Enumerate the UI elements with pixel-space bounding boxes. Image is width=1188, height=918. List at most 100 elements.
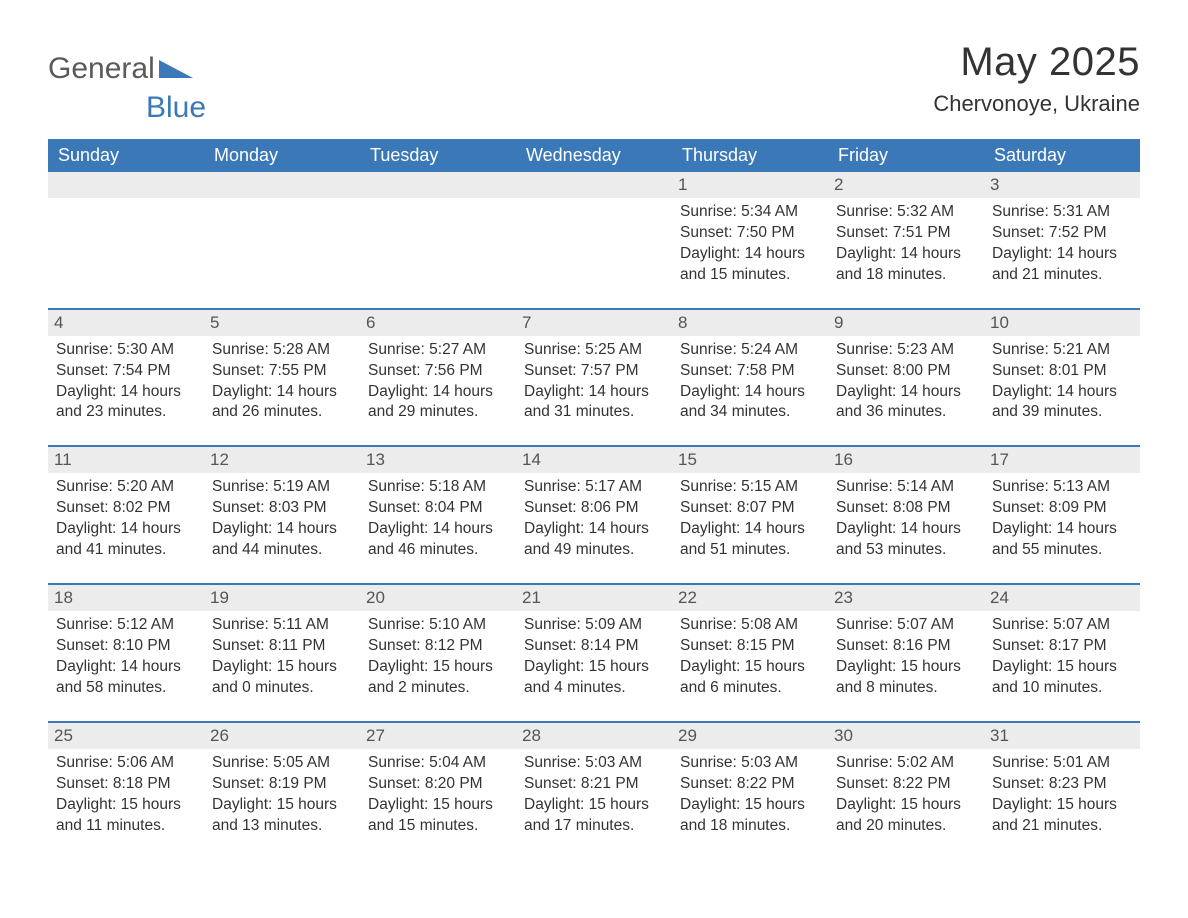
- sunset-text: Sunset: 7:54 PM: [56, 361, 198, 382]
- dow-wednesday: Wednesday: [516, 139, 672, 172]
- sunset-text: Sunset: 7:52 PM: [992, 223, 1134, 244]
- daylight-text: Daylight: 14 hours and 39 minutes.: [992, 382, 1134, 424]
- sunrise-text: Sunrise: 5:31 AM: [992, 202, 1134, 223]
- sunset-text: Sunset: 7:55 PM: [212, 361, 354, 382]
- sunset-text: Sunset: 8:02 PM: [56, 498, 198, 519]
- day-cell: 26Sunrise: 5:05 AMSunset: 8:19 PMDayligh…: [204, 723, 360, 843]
- day-cell: 27Sunrise: 5:04 AMSunset: 8:20 PMDayligh…: [360, 723, 516, 843]
- day-cell: 12Sunrise: 5:19 AMSunset: 8:03 PMDayligh…: [204, 447, 360, 567]
- sunrise-text: Sunrise: 5:30 AM: [56, 340, 198, 361]
- location-label: Chervonoye, Ukraine: [933, 91, 1140, 117]
- day-cell: 29 Sunrise: 5:03 AMSunset: 8:22 PMDayligh…: [672, 723, 828, 843]
- daylight-text: Daylight: 15 hours and 2 minutes.: [368, 657, 510, 699]
- day-number: 25: [48, 723, 204, 749]
- dow-sunday: Sunday: [48, 139, 204, 172]
- sunrise-text: Sunrise: 5:03 AM: [524, 753, 666, 774]
- day-cell: 16Sunrise: 5:14 AMSunset: 8:08 PMDayligh…: [828, 447, 984, 567]
- day-details: Sunrise: 5:14 AMSunset: 8:08 PMDaylight:…: [834, 477, 978, 561]
- daylight-text: Daylight: 14 hours and 23 minutes.: [56, 382, 198, 424]
- day-cell: 4 Sunrise: 5:30 AMSunset: 7:54 PMDaylight…: [48, 310, 204, 430]
- sunrise-text: Sunrise: 5:06 AM: [56, 753, 198, 774]
- day-cell: 7Sunrise: 5:25 AMSunset: 7:57 PMDaylight…: [516, 310, 672, 430]
- week-row: 11Sunrise: 5:20 AMSunset: 8:02 PMDayligh…: [48, 445, 1140, 567]
- daylight-text: Daylight: 15 hours and 18 minutes.: [680, 795, 822, 837]
- day-details: Sunrise: 5:07 AMSunset: 8:16 PMDaylight:…: [834, 615, 978, 699]
- day-number: 19: [204, 585, 360, 611]
- day-number: 24: [984, 585, 1140, 611]
- day-details: Sunrise: 5:15 AMSunset: 8:07 PMDaylight:…: [678, 477, 822, 561]
- sunrise-text: Sunrise: 5:05 AM: [212, 753, 354, 774]
- sunrise-text: Sunrise: 5:07 AM: [836, 615, 978, 636]
- day-cell: 5Sunrise: 5:28 AMSunset: 7:55 PMDaylight…: [204, 310, 360, 430]
- daylight-text: Daylight: 14 hours and 53 minutes.: [836, 519, 978, 561]
- daylight-text: Daylight: 15 hours and 8 minutes.: [836, 657, 978, 699]
- day-number: 1: [672, 172, 828, 198]
- day-details: Sunrise: 5:31 AMSunset: 7:52 PMDaylight:…: [990, 202, 1134, 286]
- day-number: 4: [48, 310, 204, 336]
- week-row: 4Sunrise: 5:30 AMSunset: 7:54 PMDaylight…: [48, 308, 1140, 430]
- daylight-text: Daylight: 15 hours and 6 minutes.: [680, 657, 822, 699]
- day-number: 21: [516, 585, 672, 611]
- day-number: 31: [984, 723, 1140, 749]
- dow-friday: Friday: [828, 139, 984, 172]
- day-number: 9: [828, 310, 984, 336]
- sunset-text: Sunset: 7:50 PM: [680, 223, 822, 244]
- day-number: [516, 172, 672, 198]
- day-cell: 14Sunrise: 5:17 AMSunset: 8:06 PMDayligh…: [516, 447, 672, 567]
- daylight-text: Daylight: 14 hours and 26 minutes.: [212, 382, 354, 424]
- daylight-text: Daylight: 14 hours and 21 minutes.: [992, 244, 1134, 286]
- day-cell: 17Sunrise: 5:13 AMSunset: 8:09 PMDayligh…: [984, 447, 1140, 567]
- day-cell: 24Sunrise: 5:07 AMSunset: 8:17 PMDayligh…: [984, 585, 1140, 705]
- sunrise-text: Sunrise: 5:32 AM: [836, 202, 978, 223]
- sunrise-text: Sunrise: 5:17 AM: [524, 477, 666, 498]
- sunrise-text: Sunrise: 5:01 AM: [992, 753, 1134, 774]
- day-details: Sunrise: 5:03 AMSunset: 8:22 PMDaylight:…: [678, 753, 822, 837]
- sunset-text: Sunset: 8:17 PM: [992, 636, 1134, 657]
- day-details: Sunrise: 5:06 AMSunset: 8:18 PMDaylight:…: [54, 753, 198, 837]
- day-cell: 23Sunrise: 5:07 AMSunset: 8:16 PMDayligh…: [828, 585, 984, 705]
- daylight-text: Daylight: 15 hours and 10 minutes.: [992, 657, 1134, 699]
- day-number: 29: [672, 723, 828, 749]
- day-number: [360, 172, 516, 198]
- sunset-text: Sunset: 7:57 PM: [524, 361, 666, 382]
- title-block: May 2025 Chervonoye, Ukraine: [933, 40, 1140, 117]
- daylight-text: Daylight: 14 hours and 15 minutes.: [680, 244, 822, 286]
- sunrise-text: Sunrise: 5:02 AM: [836, 753, 978, 774]
- sunset-text: Sunset: 8:04 PM: [368, 498, 510, 519]
- daylight-text: Daylight: 14 hours and 55 minutes.: [992, 519, 1134, 561]
- daylight-text: Daylight: 14 hours and 44 minutes.: [212, 519, 354, 561]
- daylight-text: Daylight: 14 hours and 49 minutes.: [524, 519, 666, 561]
- daylight-text: Daylight: 15 hours and 11 minutes.: [56, 795, 198, 837]
- sunrise-text: Sunrise: 5:04 AM: [368, 753, 510, 774]
- day-details: Sunrise: 5:34 AMSunset: 7:50 PMDaylight:…: [678, 202, 822, 286]
- day-details: Sunrise: 5:24 AMSunset: 7:58 PMDaylight:…: [678, 340, 822, 424]
- brand-part1: General: [48, 52, 155, 86]
- day-details: Sunrise: 5:18 AMSunset: 8:04 PMDaylight:…: [366, 477, 510, 561]
- day-number: 11: [48, 447, 204, 473]
- day-number: 7: [516, 310, 672, 336]
- sunrise-text: Sunrise: 5:03 AM: [680, 753, 822, 774]
- day-details: Sunrise: 5:08 AMSunset: 8:15 PMDaylight:…: [678, 615, 822, 699]
- sunrise-text: Sunrise: 5:09 AM: [524, 615, 666, 636]
- sunrise-text: Sunrise: 5:27 AM: [368, 340, 510, 361]
- sunrise-text: Sunrise: 5:34 AM: [680, 202, 822, 223]
- daylight-text: Daylight: 15 hours and 0 minutes.: [212, 657, 354, 699]
- sunset-text: Sunset: 8:22 PM: [680, 774, 822, 795]
- sunrise-text: Sunrise: 5:10 AM: [368, 615, 510, 636]
- day-cell: [360, 172, 516, 292]
- day-number: 15: [672, 447, 828, 473]
- day-cell: [48, 172, 204, 292]
- brand-logo: General: [48, 52, 193, 86]
- sunset-text: Sunset: 8:18 PM: [56, 774, 198, 795]
- day-cell: 11Sunrise: 5:20 AMSunset: 8:02 PMDayligh…: [48, 447, 204, 567]
- dow-header-row: Sunday Monday Tuesday Wednesday Thursday…: [48, 139, 1140, 172]
- day-details: Sunrise: 5:21 AMSunset: 8:01 PMDaylight:…: [990, 340, 1134, 424]
- sunset-text: Sunset: 7:56 PM: [368, 361, 510, 382]
- week-row: 1Sunrise: 5:34 AMSunset: 7:50 PMDaylight…: [48, 172, 1140, 292]
- dow-saturday: Saturday: [984, 139, 1140, 172]
- sunrise-text: Sunrise: 5:11 AM: [212, 615, 354, 636]
- daylight-text: Daylight: 15 hours and 15 minutes.: [368, 795, 510, 837]
- sunrise-text: Sunrise: 5:12 AM: [56, 615, 198, 636]
- day-number: [204, 172, 360, 198]
- sunset-text: Sunset: 8:22 PM: [836, 774, 978, 795]
